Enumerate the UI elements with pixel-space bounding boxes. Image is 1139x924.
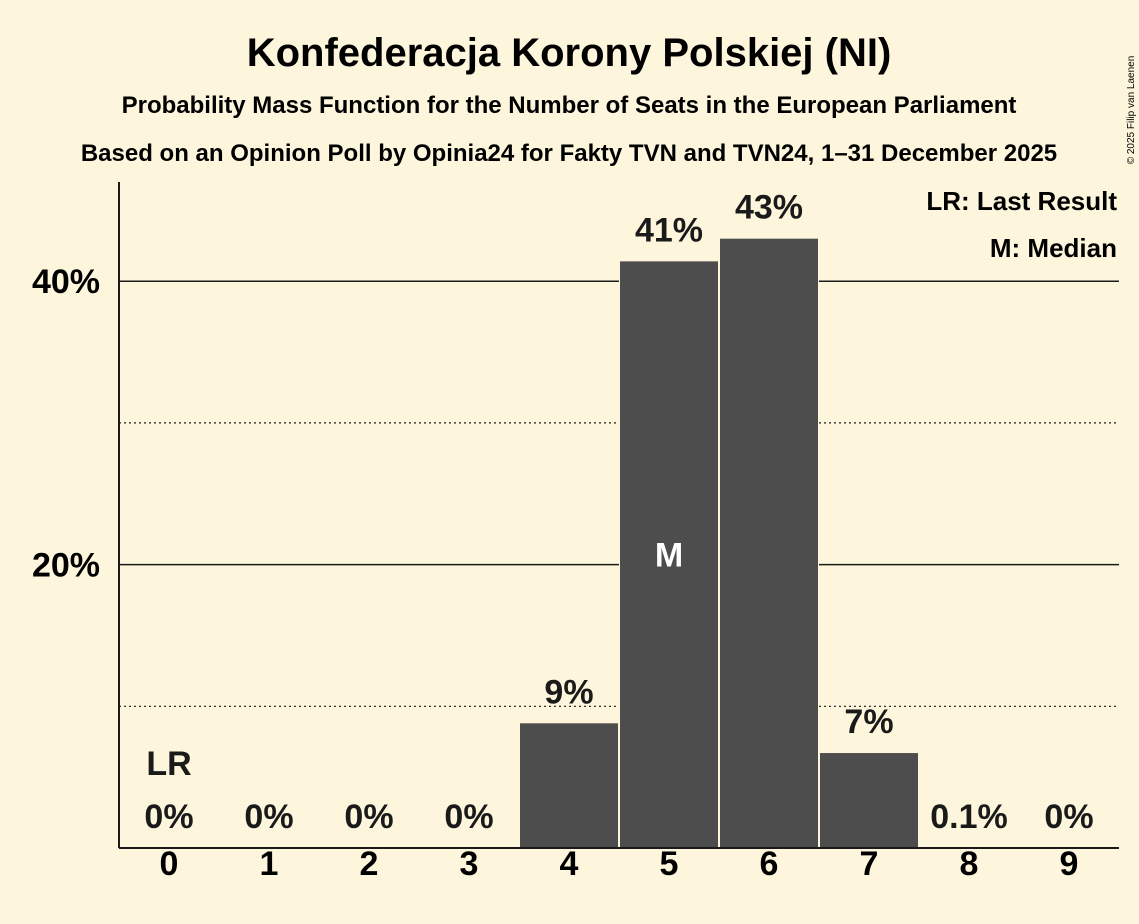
bars bbox=[519, 236, 919, 849]
x-tick-label: 1 bbox=[260, 845, 279, 883]
x-tick-label: 7 bbox=[860, 845, 879, 883]
last-result-marker: LR bbox=[146, 745, 191, 783]
bar bbox=[820, 753, 918, 848]
bar-value-label: 0% bbox=[244, 798, 293, 836]
chart-subtitle-source: Based on an Opinion Poll by Opinia24 for… bbox=[81, 140, 1057, 167]
x-tick-label: 6 bbox=[760, 845, 779, 883]
legend-median: M: Median bbox=[990, 233, 1117, 263]
y-tick-label: 40% bbox=[32, 263, 100, 301]
legend-last-result: LR: Last Result bbox=[926, 186, 1117, 216]
x-tick-label: 9 bbox=[1060, 845, 1079, 883]
median-marker: M bbox=[655, 537, 683, 575]
chart-subtitle: Probability Mass Function for the Number… bbox=[122, 92, 1017, 119]
bar bbox=[720, 238, 818, 848]
axes: 20% 40% 0 1 2 3 4 5 6 7 8 9 bbox=[32, 182, 1119, 883]
bar bbox=[620, 261, 718, 849]
x-tick-label: 8 bbox=[960, 845, 979, 883]
bar bbox=[520, 723, 618, 848]
y-tick-label: 20% bbox=[32, 547, 100, 585]
x-tick-label: 3 bbox=[460, 845, 479, 883]
bar-value-label: 7% bbox=[844, 703, 893, 741]
bar-value-label: 0% bbox=[144, 798, 193, 836]
x-tick-label: 0 bbox=[160, 845, 179, 883]
bar-value-label: 9% bbox=[544, 673, 593, 711]
bar-value-label: 43% bbox=[735, 189, 803, 227]
x-tick-label: 4 bbox=[560, 845, 579, 883]
bar-value-label: 41% bbox=[635, 211, 703, 249]
copyright-notice: © 2025 Filip van Laenen bbox=[1126, 56, 1137, 165]
bar-value-label: 0% bbox=[1044, 798, 1093, 836]
x-tick-label: 5 bbox=[660, 845, 679, 883]
bar-value-label: 0% bbox=[444, 798, 493, 836]
x-tick-label: 2 bbox=[360, 845, 379, 883]
chart-title: Konfederacja Korony Polskiej (NI) bbox=[247, 31, 892, 75]
bar-value-label: 0% bbox=[344, 798, 393, 836]
data-labels: 0% LR 0% 0% 0% 9% 41% M 43% 7% 0.1% 0% bbox=[144, 189, 1093, 836]
bar-value-label: 0.1% bbox=[930, 798, 1008, 836]
